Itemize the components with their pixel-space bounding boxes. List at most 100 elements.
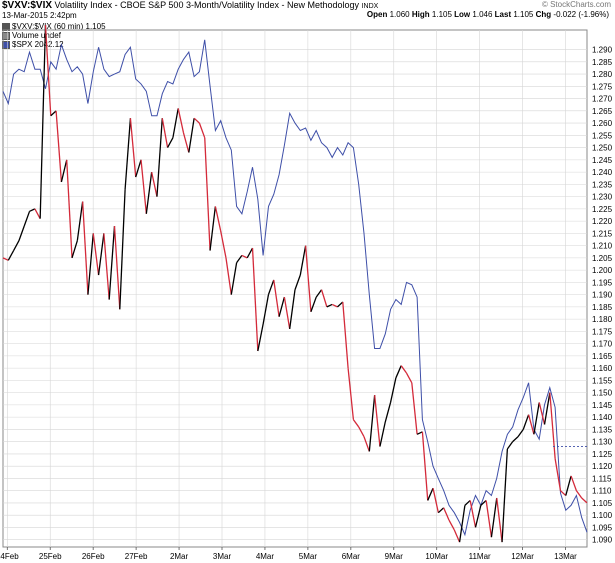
ratio-line-segment xyxy=(140,159,147,214)
chg-value: -0.022 (-1.96%) xyxy=(553,10,609,19)
y-tick-label: 1.125 xyxy=(592,450,613,459)
ratio-line-segment xyxy=(538,402,546,425)
ratio-line-segment xyxy=(7,250,15,261)
chart-axes: 1.090 1.095 1.100 1.105 1.110 1.115 1.120 1.125… xyxy=(0,46,613,561)
x-tick-label: 24Feb xyxy=(0,552,19,561)
ratio-line-segment xyxy=(294,274,301,290)
ratio-line-segment xyxy=(384,402,392,423)
x-tick-label: 11Mar xyxy=(469,552,491,561)
brand-label: © StockCharts.com xyxy=(541,0,611,9)
ratio-line-segment xyxy=(29,208,36,212)
ratio-line-segment xyxy=(416,431,423,435)
ratio-line-segment xyxy=(363,436,370,452)
y-tick-label: 1.290 xyxy=(592,46,613,55)
ratio-line-segment xyxy=(135,159,142,178)
ratio-line-segment xyxy=(512,436,519,443)
open-value: 1.060 xyxy=(389,10,410,19)
ratio-line-segment xyxy=(66,159,73,258)
ratio-line-segment xyxy=(501,448,509,543)
y-tick-label: 1.230 xyxy=(592,193,613,202)
ratio-line-segment xyxy=(2,257,9,261)
y-tick-label: 1.280 xyxy=(592,70,613,79)
ratio-line-segment xyxy=(44,25,52,116)
ratio-line-segment xyxy=(230,262,238,295)
ratio-line-segment xyxy=(315,289,323,298)
ratio-line-segment xyxy=(129,118,137,178)
last-value: 1.105 xyxy=(513,10,534,19)
chg-label: Chg xyxy=(535,10,552,19)
ratio-line-segment xyxy=(326,303,333,308)
ohlc-readout: Open 1.060 High 1.105 Low 1.046 Last 1.1… xyxy=(367,10,609,19)
ratio-line-segment xyxy=(337,301,344,308)
ratio-line-segment xyxy=(167,137,174,148)
y-tick-label: 1.250 xyxy=(592,144,613,153)
ratio-line-segment xyxy=(347,368,355,420)
y-tick-label: 1.160 xyxy=(592,364,613,373)
ratio-line-segment xyxy=(581,497,588,504)
last-label: Last xyxy=(494,10,512,19)
ratio-line-segment xyxy=(427,487,434,501)
ratio-line-segment xyxy=(241,254,248,259)
ratio-line-segment xyxy=(225,257,232,295)
ratio-line-segment xyxy=(87,233,94,295)
high-label: High xyxy=(411,10,430,19)
ratio-line-segment xyxy=(39,25,47,219)
chart-header: $VXV:$VIX Volatility Index - CBOE S&P 50… xyxy=(2,0,613,30)
open-label: Open xyxy=(366,10,388,19)
ratio-line-segment xyxy=(453,529,461,543)
y-tick-label: 1.120 xyxy=(592,462,613,471)
high-value: 1.105 xyxy=(431,10,452,19)
ratio-line-segment xyxy=(342,301,349,369)
y-tick-label: 1.245 xyxy=(592,156,613,165)
ratio-line-segment xyxy=(267,279,275,295)
timestamp: 13-Mar-2015 2:42pm xyxy=(2,11,77,20)
x-tick-label: 10Mar xyxy=(425,552,448,561)
ratio-line-segment xyxy=(432,488,439,513)
y-tick-label: 1.115 xyxy=(592,474,612,483)
y-tick-label: 1.210 xyxy=(592,242,613,251)
ratio-line-segment xyxy=(368,395,376,452)
ratio-line-segment xyxy=(304,245,312,312)
symbol-label: $VXV:$VIX xyxy=(2,0,53,11)
ratio-line-segment xyxy=(193,117,200,124)
ratio-line-segment xyxy=(543,392,551,425)
ratio-line-segment xyxy=(18,225,25,241)
ratio-line-segment xyxy=(251,248,259,352)
ratio-line-segment xyxy=(34,208,41,219)
ratio-line-segment xyxy=(517,429,524,438)
ratio-line-segment xyxy=(246,247,254,259)
y-tick-label: 1.270 xyxy=(592,95,613,104)
y-tick-label: 1.220 xyxy=(592,217,613,226)
ratio-line-segment xyxy=(352,419,360,428)
y-tick-label: 1.175 xyxy=(592,327,613,336)
ratio-line-segment xyxy=(411,382,418,435)
y-tick-label: 1.145 xyxy=(592,401,613,410)
ratio-line-segment xyxy=(400,365,408,374)
spx-line xyxy=(2,39,588,537)
ratio-line-segment xyxy=(145,172,153,214)
x-tick-label: 4Mar xyxy=(256,552,275,561)
y-tick-label: 1.235 xyxy=(592,180,613,189)
chart-legend: $VXV:$VIX (60 min) 1.105 Volume undef $S… xyxy=(2,22,106,49)
ratio-line-segment xyxy=(71,240,78,259)
ratio-line-segment xyxy=(273,279,280,317)
ratio-line-segment xyxy=(289,289,296,330)
y-tick-label: 1.260 xyxy=(592,119,613,128)
y-tick-label: 1.110 xyxy=(592,487,612,496)
chart-title-line: $VXV:$VIX Volatility Index - CBOE S&P 50… xyxy=(2,0,378,11)
ratio-line-segment xyxy=(214,206,222,232)
y-tick-label: 1.185 xyxy=(592,303,613,312)
ratio-line-segment xyxy=(50,110,57,117)
ratio-line-segment xyxy=(113,225,121,310)
y-tick-label: 1.130 xyxy=(592,438,613,447)
x-tick-label: 12Mar xyxy=(511,552,534,561)
x-tick-label: 9Mar xyxy=(385,552,404,561)
x-tick-label: 26Feb xyxy=(82,552,105,561)
plot-frame xyxy=(2,29,588,548)
ratio-line-segment xyxy=(172,108,179,138)
ratio-line-segment xyxy=(448,519,455,531)
y-tick-label: 1.090 xyxy=(592,536,613,545)
y-tick-label: 1.285 xyxy=(592,58,613,67)
ratio-line-segment xyxy=(55,110,63,182)
ratio-line-segment xyxy=(220,230,227,258)
